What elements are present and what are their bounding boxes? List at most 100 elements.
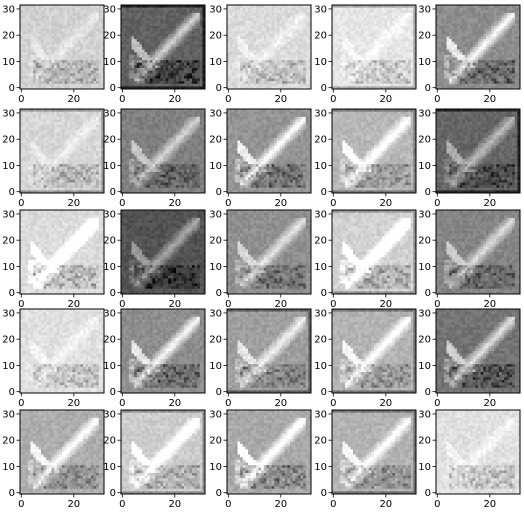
pixel-cell [353, 15, 356, 19]
pixel-cell [360, 78, 364, 82]
pixel-cell [80, 68, 84, 71]
pixel-cell [181, 68, 185, 71]
pixel-cell [184, 57, 187, 61]
pixel-cell [271, 83, 275, 87]
pixel-cell [123, 54, 127, 58]
pixel-cell [155, 44, 159, 48]
pixel-cell [77, 15, 81, 19]
pixel-cell [261, 41, 265, 45]
pixel-cell [43, 57, 47, 61]
pixel-cell [202, 60, 206, 64]
pixel-cell [438, 5, 442, 8]
pixel-cell [290, 10, 293, 14]
pixel-cell [232, 62, 236, 66]
pixel-cell [512, 33, 516, 37]
pixel-cell [345, 15, 349, 19]
pixel-cell [400, 39, 404, 43]
pixel-cell [263, 49, 267, 53]
pixel-cell [300, 5, 304, 8]
pixel-cell [282, 70, 286, 74]
pixel-cell [72, 54, 76, 58]
pixel-cell [83, 78, 86, 82]
pixel-cell [493, 18, 497, 22]
pixel-cell [178, 20, 182, 24]
pixel-cell [366, 26, 370, 29]
pixel-cell [467, 52, 471, 56]
pixel-cell [22, 73, 26, 77]
pixel-cell [480, 10, 484, 14]
pixel-cell [441, 20, 445, 24]
pixel-cell [279, 12, 283, 16]
pixel-cell [178, 86, 182, 90]
pixel-cell [33, 28, 37, 32]
pixel-cell [149, 78, 153, 82]
pixel-cell [25, 18, 29, 22]
pixel-cell [337, 20, 341, 24]
pixel-cell [62, 15, 65, 19]
pixel-cell [250, 70, 254, 74]
pixel-cell [308, 28, 312, 32]
pixel-cell [176, 36, 180, 40]
pixel-cell [292, 60, 296, 64]
pixel-cell [345, 39, 349, 43]
pixel-cell [397, 23, 401, 27]
pixel-cell [139, 70, 143, 74]
pixel-cell [176, 41, 180, 45]
pixel-cell [67, 10, 71, 14]
pixel-cell [75, 86, 79, 90]
pixel-cell [142, 36, 145, 40]
pixel-cell [77, 20, 81, 24]
pixel-cell [368, 81, 372, 85]
pixel-cell [186, 86, 190, 90]
pixel-cell [147, 36, 151, 40]
pixel-cell [517, 44, 521, 48]
pixel-cell [470, 15, 474, 19]
pixel-cell [30, 39, 34, 43]
pixel-cell [389, 36, 393, 40]
pixel-cell [443, 41, 447, 45]
pixel-cell [46, 68, 50, 71]
pixel-cell [83, 26, 86, 29]
pixel-cell [408, 68, 412, 71]
pixel-cell [446, 23, 450, 27]
pixel-cell [168, 20, 172, 24]
pixel-cell [155, 36, 159, 40]
pixel-cell [77, 83, 81, 87]
pixel-cell [96, 60, 100, 64]
pixel-cell [360, 52, 364, 56]
pixel-cell [353, 83, 356, 87]
pixel-cell [242, 15, 246, 19]
pixel-cell [144, 26, 148, 29]
pixel-cell [147, 28, 151, 32]
pixel-cell [189, 41, 193, 45]
pixel-cell [438, 26, 442, 29]
pixel-cell [242, 83, 246, 87]
pixel-cell [255, 41, 259, 45]
pixel-cell [295, 44, 299, 48]
pixel-cell [93, 62, 97, 66]
pixel-cell [242, 28, 246, 32]
pixel-cell [194, 81, 198, 85]
pixel-cell [342, 78, 346, 82]
pixel-cell [284, 54, 288, 58]
pixel-cell [80, 52, 84, 56]
pixel-cell [48, 62, 52, 66]
pixel-cell [405, 36, 409, 40]
pixel-cell [387, 12, 391, 16]
pixel-cell [334, 7, 338, 11]
pixel-cell [366, 75, 370, 79]
pixel-cell [56, 62, 60, 66]
pixel-cell [493, 20, 497, 24]
pixel-cell [38, 10, 42, 14]
pixel-cell [27, 31, 31, 35]
pixel-cell [514, 52, 518, 56]
pixel-cell [376, 65, 380, 69]
pixel-cell [274, 18, 278, 22]
pixel-cell [384, 86, 388, 90]
pixel-cell [266, 70, 270, 74]
pixel-cell [237, 47, 241, 50]
pixel-cell [27, 83, 31, 87]
pixel-cell [165, 86, 169, 90]
pixel-cell [186, 68, 190, 71]
pixel-cell [90, 62, 94, 66]
